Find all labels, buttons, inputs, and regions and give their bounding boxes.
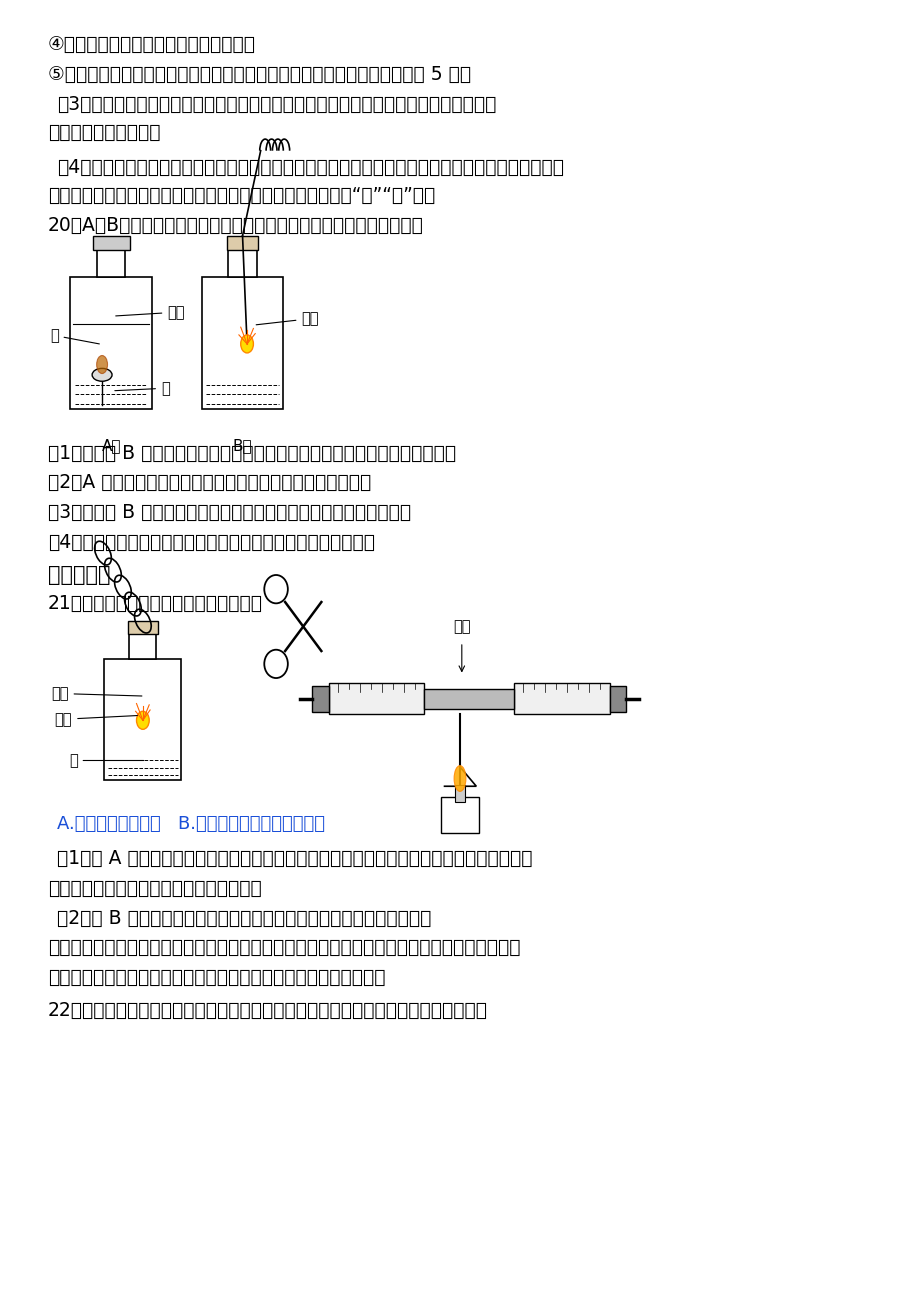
Text: A图: A图 xyxy=(101,439,120,453)
Bar xyxy=(201,277,283,409)
Text: 氧气: 氧气 xyxy=(51,686,142,700)
Text: 体，小致将红磷换成铁丝，实验能否成功＿＿＿＿＿＿（选填“能”“否”）。: 体，小致将红磷换成铁丝，实验能否成功＿＿＿＿＿＿（选填“能”“否”）。 xyxy=(48,186,435,204)
Text: 水: 水 xyxy=(115,380,169,396)
Text: ⑤检验装置的气密性良好。在集气瓶中加入少量水，并将水面上方空间分成 5 等份: ⑤检验装置的气密性良好。在集气瓶中加入少量水，并将水面上方空间分成 5 等份 xyxy=(48,65,471,83)
Ellipse shape xyxy=(96,355,108,374)
Text: （4）这两个反应均属于＿＿＿＿＿＿反应。（填基本反应类型）: （4）这两个反应均属于＿＿＿＿＿＿反应。（填基本反应类型） xyxy=(48,533,374,552)
Bar xyxy=(96,250,125,277)
Bar xyxy=(227,236,258,250)
Text: 水: 水 xyxy=(69,753,143,768)
Text: 铁丝: 铁丝 xyxy=(255,311,319,327)
Text: 铁丝: 铁丝 xyxy=(54,712,137,727)
Bar xyxy=(454,785,465,802)
Circle shape xyxy=(136,711,149,729)
Bar xyxy=(440,797,479,832)
Text: B图: B图 xyxy=(233,439,252,453)
Bar xyxy=(104,659,181,780)
Bar xyxy=(424,689,514,708)
Text: 是＿＿＿＿＿＿＿＿；: 是＿＿＿＿＿＿＿＿； xyxy=(48,122,160,142)
Ellipse shape xyxy=(92,368,112,381)
Bar xyxy=(70,277,152,409)
Text: A.铁丝在氧气中燃烧   B.测定空气中氧气的体积分数: A.铁丝在氧气中燃烧 B.测定空气中氧气的体积分数 xyxy=(57,815,324,832)
Bar xyxy=(93,236,130,250)
Bar xyxy=(228,250,256,277)
Text: （3）请写出 B 中铁燃烧的文字表达式：＿＿＿＿＿＿＿＿＿＿＿＿；: （3）请写出 B 中铁燃烧的文字表达式：＿＿＿＿＿＿＿＿＿＿＿＿； xyxy=(48,503,411,522)
Text: （1）请写出 B 中燃烧的现象：＿＿＿＿＿＿＿＿＿＿＿＿＿＿＿＿＿＿＿＿；: （1）请写出 B 中燃烧的现象：＿＿＿＿＿＿＿＿＿＿＿＿＿＿＿＿＿＿＿＿； xyxy=(48,444,455,462)
Text: 三、综合题: 三、综合题 xyxy=(48,565,110,585)
Text: 20．A、B两图分别表示硫、铁丝在氧气中燃烧的实验，回答下列问题。: 20．A、B两图分别表示硫、铁丝在氧气中燃烧的实验，回答下列问题。 xyxy=(48,216,423,234)
Text: 验结果与实际不符的可能原因是＿＿＿＿＿＿＿＿（写一条即可）。: 验结果与实际不符的可能原因是＿＿＿＿＿＿＿＿（写一条即可）。 xyxy=(48,967,385,987)
Circle shape xyxy=(241,335,253,353)
Bar xyxy=(609,686,625,712)
Text: 21．根据如图所示实验，回答下列问题。: 21．根据如图所示实验，回答下列问题。 xyxy=(48,594,263,613)
Bar xyxy=(130,634,156,659)
Text: （2）A 中水的作用＿＿＿＿＿＿＿＿＿＿＿＿＿＿＿＿＿＿；: （2）A 中水的作用＿＿＿＿＿＿＿＿＿＿＿＿＿＿＿＿＿＿； xyxy=(48,473,370,492)
Text: （1）图 A 中反应的文字表达式为＿＿＿＿＿＿＿＿＿＿＿＿；集气瓶中预先加水或细沙的作: （1）图 A 中反应的文字表达式为＿＿＿＿＿＿＿＿＿＿＿＿；集气瓶中预先加水或细… xyxy=(57,849,532,868)
Text: 是＿＿＿＿＿＿＿＿＿＿；上述实验只是粗略测定空气中氧气含量的一种方法，你认为造成该实: 是＿＿＿＿＿＿＿＿＿＿；上述实验只是粗略测定空气中氧气含量的一种方法，你认为造成… xyxy=(48,939,519,957)
Bar xyxy=(328,684,424,713)
Ellipse shape xyxy=(264,650,288,678)
Text: 22．实验室制取气体是初中非常重要的一组实验，结合下列实验装置图回答有关问题：: 22．实验室制取气体是初中非常重要的一组实验，结合下列实验装置图回答有关问题： xyxy=(48,1001,487,1021)
Bar xyxy=(514,684,609,713)
Text: 用是＿＿＿＿＿＿＿＿＿＿＿＿＿＿＿＿。: 用是＿＿＿＿＿＿＿＿＿＿＿＿＿＿＿＿。 xyxy=(48,879,261,898)
Bar xyxy=(128,621,157,634)
Text: （4）选择红磷测空气中氧气的含量原因之一是红磷与氧气反应生成固体。铁丝在氧气中燃烧也生成固: （4）选择红磷测空气中氧气的含量原因之一是红磷与氧气反应生成固体。铁丝在氧气中燃… xyxy=(57,158,563,177)
Text: 硫: 硫 xyxy=(50,328,99,344)
Bar xyxy=(312,686,328,712)
Text: （3）小致按照上述操作正确的顺序进行实验，发现进水量少于五分之一，则可能的原因: （3）小致按照上述操作正确的顺序进行实验，发现进水量少于五分之一，则可能的原因 xyxy=(57,95,495,113)
Text: ④点燃红磷，立即伸入瓶中并把塞子塞紧: ④点燃红磷，立即伸入瓶中并把塞子塞紧 xyxy=(48,35,255,55)
Text: （2）图 B 中，在实验加热过程中，交替缓慢推动两个注射器活塞的目的: （2）图 B 中，在实验加热过程中，交替缓慢推动两个注射器活塞的目的 xyxy=(57,909,431,927)
Text: 氧气: 氧气 xyxy=(116,305,185,320)
Text: 红磷: 红磷 xyxy=(452,620,470,634)
Ellipse shape xyxy=(454,766,465,792)
Ellipse shape xyxy=(264,575,288,603)
